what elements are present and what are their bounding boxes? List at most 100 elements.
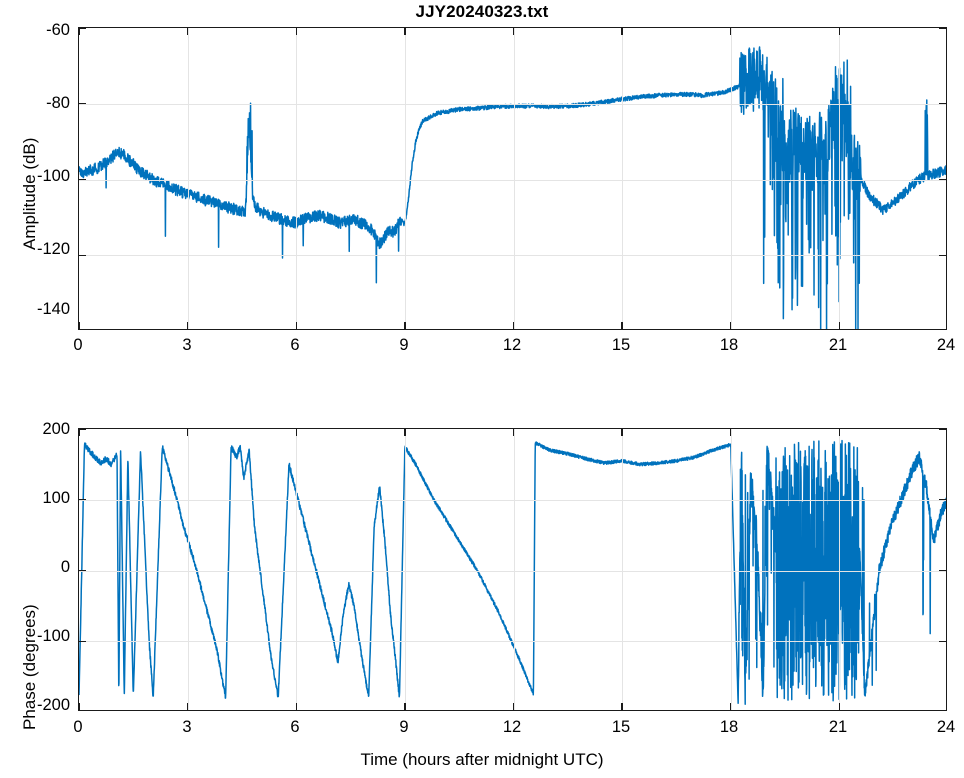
gridline-vertical <box>187 28 189 329</box>
gridline-vertical <box>296 28 298 329</box>
x-tick-bottom <box>730 322 732 329</box>
x-tick-top <box>512 429 515 436</box>
y-tick-right <box>939 429 946 431</box>
gridline-vertical <box>404 28 406 329</box>
x-tick-top <box>404 28 406 35</box>
x-tick-top <box>730 28 732 35</box>
phase-xtick-label-3: 3 <box>182 718 192 736</box>
x-tick-top <box>186 28 189 35</box>
y-tick-left <box>79 254 86 256</box>
amplitude-ytick-label-100: -100 <box>36 167 70 185</box>
y-tick-left <box>79 499 86 501</box>
amplitude-xtick-label-21: 21 <box>828 336 848 354</box>
x-tick-top <box>186 429 189 436</box>
amplitude-plot-area <box>78 27 947 330</box>
amplitude-ytick-label-120: -120 <box>36 240 70 258</box>
amplitude-xtick-label-15: 15 <box>611 336 631 354</box>
amplitude-xtick-label-6: 6 <box>290 336 300 354</box>
y-tick-right <box>939 178 946 181</box>
y-tick-right <box>939 103 946 105</box>
amplitude-xtick-label-3: 3 <box>182 336 192 354</box>
phase-xtick-label-18: 18 <box>719 718 739 736</box>
x-tick-top <box>838 429 841 436</box>
x-tick-top <box>621 28 623 35</box>
phase-xtick-label-12: 12 <box>502 718 522 736</box>
x-tick-bottom <box>621 703 623 710</box>
phase-xtick-label-15: 15 <box>611 718 631 736</box>
phase-plot-area <box>78 428 947 711</box>
y-tick-right <box>939 640 946 642</box>
y-tick-right <box>939 569 946 572</box>
x-tick-top <box>512 28 515 35</box>
x-tick-bottom <box>512 322 515 329</box>
gridline-vertical <box>622 28 624 329</box>
gridline-horizontal <box>79 641 946 643</box>
gridline-vertical <box>730 28 732 329</box>
y-tick-left <box>79 429 86 431</box>
figure-title: JJY20240323.txt <box>415 2 549 21</box>
amplitude-ytick-label-140: -140 <box>36 300 70 318</box>
amplitude-xtick-label-0: 0 <box>73 336 83 354</box>
x-tick-bottom <box>512 703 515 710</box>
gridline-vertical <box>404 429 406 710</box>
x-tick-bottom <box>838 703 841 710</box>
x-tick-top <box>404 429 406 436</box>
gridline-vertical <box>622 429 624 710</box>
x-tick-bottom <box>79 322 81 329</box>
phase-xtick-label-0: 0 <box>73 718 83 736</box>
x-tick-bottom <box>730 703 732 710</box>
x-tick-top <box>79 28 81 35</box>
gridline-horizontal <box>79 103 946 105</box>
y-tick-left <box>79 640 86 642</box>
phase-ytick-label-m200: -200 <box>36 696 70 714</box>
phase-ytick-label-100: 100 <box>42 489 70 507</box>
amplitude-xtick-label-12: 12 <box>502 336 522 354</box>
gridline-horizontal <box>79 179 946 181</box>
gridline-vertical <box>296 429 298 710</box>
gridline-vertical <box>513 28 515 329</box>
y-tick-right <box>939 254 946 256</box>
y-tick-left <box>79 178 86 181</box>
phase-xtick-label-6: 6 <box>290 718 300 736</box>
x-tick-top <box>295 28 297 35</box>
x-tick-bottom <box>621 322 623 329</box>
y-tick-right <box>939 28 946 30</box>
amplitude-panel: Amplitude (dB) -60 -80 -100 -120 -140 0 … <box>0 0 964 370</box>
phase-xtick-label-21: 21 <box>828 718 848 736</box>
x-tick-bottom <box>295 322 297 329</box>
y-tick-right <box>939 499 946 501</box>
y-tick-left <box>79 28 86 30</box>
amplitude-ytick-label-80: -80 <box>46 94 70 112</box>
x-tick-bottom <box>404 322 406 329</box>
phase-ytick-label-0: 0 <box>60 558 70 576</box>
x-tick-bottom <box>404 703 406 710</box>
phase-ytick-label-200: 200 <box>42 420 70 438</box>
gridline-vertical <box>187 429 189 710</box>
amplitude-axis-title: Amplitude (dB) <box>20 137 39 250</box>
amplitude-ytick-label-60: -60 <box>46 21 70 39</box>
x-tick-top <box>621 429 623 436</box>
phase-xtick-label-9: 9 <box>399 718 409 736</box>
gridline-vertical <box>839 429 841 710</box>
phase-ytick-label-m100: -100 <box>36 627 70 645</box>
x-tick-bottom <box>186 703 189 710</box>
x-tick-top <box>79 429 81 436</box>
gridline-vertical <box>730 429 732 710</box>
y-tick-left <box>79 569 86 572</box>
phase-xtick-label-24: 24 <box>936 718 956 736</box>
x-tick-bottom <box>838 322 841 329</box>
x-tick-top <box>295 429 297 436</box>
phase-panel: Phase (degrees) 200 100 0 -100 -200 0 3 … <box>0 400 964 778</box>
x-tick-bottom <box>295 703 297 710</box>
amplitude-xtick-label-24: 24 <box>936 336 956 354</box>
gridline-horizontal <box>79 570 946 572</box>
gridline-horizontal <box>79 255 946 257</box>
x-tick-top <box>838 28 841 35</box>
x-tick-bottom <box>79 703 81 710</box>
x-tick-top <box>730 429 732 436</box>
time-axis-title: Time (hours after midnight UTC) <box>360 750 604 769</box>
gridline-vertical <box>839 28 841 329</box>
y-tick-left <box>79 103 86 105</box>
x-tick-bottom <box>186 322 189 329</box>
